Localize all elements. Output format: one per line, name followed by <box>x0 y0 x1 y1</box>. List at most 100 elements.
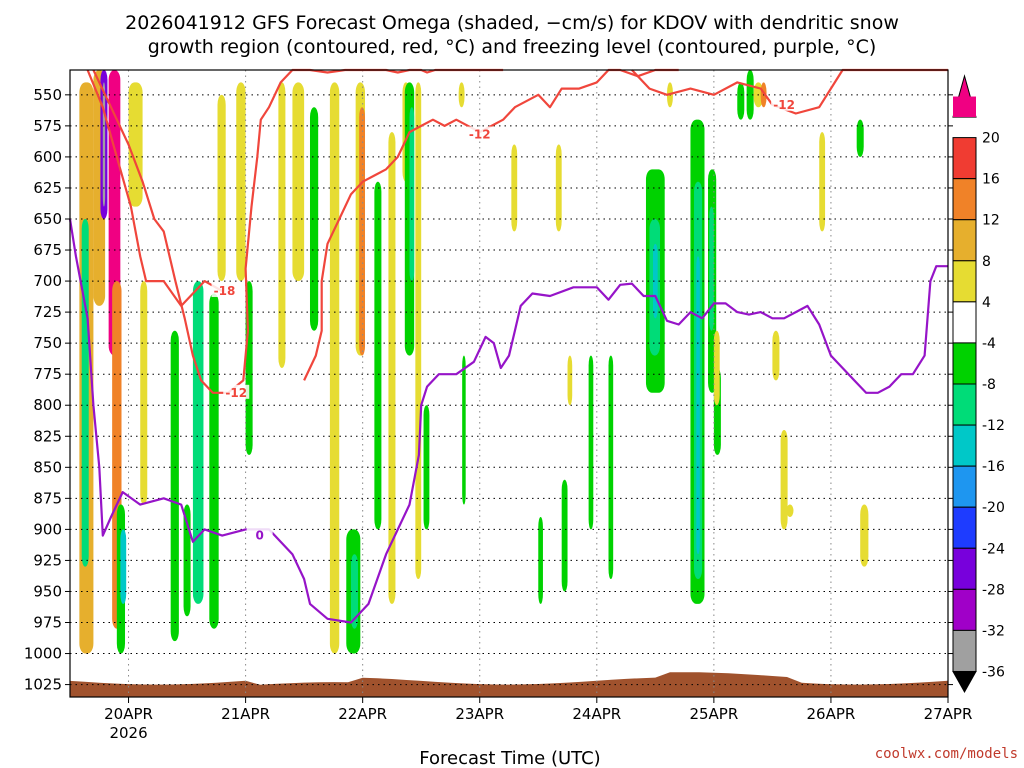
omega-cell-26 <box>374 181 382 530</box>
omega-cell-34 <box>462 355 466 505</box>
freezing-contour-label-0: 0 <box>255 529 263 543</box>
y-tick-label-16: 950 <box>33 582 62 600</box>
omega-cell-10 <box>140 281 148 505</box>
dgz-contour-line-0 <box>86 69 223 307</box>
colorbar-bin-9 <box>952 465 977 508</box>
y-tick-label-3: 625 <box>33 179 62 197</box>
omega-cell-27 <box>388 132 396 604</box>
y-tick-label-11: 825 <box>33 427 62 445</box>
colorbar-bin-7 <box>952 383 977 426</box>
terrain-fill <box>70 672 948 697</box>
x-tick-label-1: 21APR <box>221 705 270 723</box>
omega-cell-52 <box>713 330 720 406</box>
dgz-contour-label-0: -18 <box>214 284 236 298</box>
omega-cell-11 <box>170 330 179 642</box>
dgz-contour-label-bg-3 <box>771 96 798 111</box>
colorbar-bin-2 <box>952 178 977 221</box>
y-tick-label-10: 800 <box>33 396 62 414</box>
omega-cell-62 <box>860 504 869 567</box>
y-tick-label-17: 975 <box>33 614 62 632</box>
omega-cell-13 <box>192 281 204 604</box>
colorbar-bin-5 <box>952 301 977 344</box>
dgz-contour-label-2: -12 <box>469 128 491 142</box>
omega-cell-57 <box>772 330 780 381</box>
y-tick-label-5: 675 <box>33 241 62 259</box>
omega-cell-38 <box>561 479 568 592</box>
colorbar-bin-0 <box>953 96 976 118</box>
omega-cell-18 <box>278 82 286 368</box>
y-tick-label-0: 550 <box>33 86 62 104</box>
omega-cell-54 <box>746 70 754 120</box>
omega-cell-20 <box>309 107 319 331</box>
omega-cell-9 <box>128 82 143 207</box>
omega-shading-layer <box>79 70 869 654</box>
freezing-contour-line-0 <box>68 218 948 624</box>
omega-cell-30 <box>409 107 415 282</box>
x-tick-label-2: 22APR <box>338 705 387 723</box>
omega-cell-36 <box>555 144 562 232</box>
colorbar-label-13: -36 <box>982 664 1005 680</box>
colorbar-bin-1 <box>952 137 977 180</box>
dgz-contour-label-bg-1 <box>223 384 250 399</box>
omega-cell-60 <box>819 132 826 232</box>
colorbar-label-0: 20 <box>982 131 1000 147</box>
omega-cell-8 <box>120 529 127 604</box>
y-tick-label-9: 775 <box>33 365 62 383</box>
colorbar-label-5: -4 <box>982 336 996 352</box>
colorbar-bottom-arrow <box>952 670 977 694</box>
colorbar-label-12: -32 <box>982 623 1005 639</box>
y-tick-label-2: 600 <box>33 148 62 166</box>
colorbar: 20 16 12 8 4 -4 -8 -12 -16 -20 -24 -28 -32 -36 <box>952 74 1005 694</box>
y-tick-label-18: 1000 <box>24 645 62 663</box>
omega-cell-40 <box>588 355 594 530</box>
y-tick-label-15: 925 <box>33 551 62 569</box>
x-tick-label-6: 26APR <box>807 705 856 723</box>
omega-cell-1 <box>81 218 89 567</box>
freezing-contour-label-bg-0 <box>246 527 273 542</box>
colorbar-bin-13 <box>952 629 977 672</box>
omega-cell-25 <box>350 554 358 629</box>
colorbar-label-10: -24 <box>982 541 1005 557</box>
omega-cell-61 <box>856 119 864 157</box>
credit-text: coolwx.com/models <box>875 746 1018 762</box>
y-tick-label-13: 875 <box>33 489 62 507</box>
colorbar-bin-6 <box>952 342 977 385</box>
dgz-contour-label-bg-2 <box>466 126 493 141</box>
omega-cell-31 <box>415 82 422 580</box>
omega-cell-59 <box>786 504 794 517</box>
plot-frame <box>69 69 949 698</box>
colorbar-bin-10 <box>952 506 977 549</box>
colorbar-label-3: 8 <box>982 254 991 270</box>
plot-area: -18 -12 -12 -12 0 <box>68 68 949 698</box>
omega-cell-35 <box>511 144 518 232</box>
colorbar-label-4: 4 <box>982 295 991 311</box>
omega-cell-50 <box>709 206 714 331</box>
y-axis-ticks: 550 575 600 625 650 675 700 725 750 775 800 825 850 8… <box>24 86 953 694</box>
chart-title-line2: growth region (contoured, red, °C) and f… <box>148 36 877 58</box>
colorbar-bin-11 <box>952 547 977 590</box>
dgz-contour-label-3: -12 <box>773 98 795 112</box>
x-tick-label-4: 24APR <box>572 705 621 723</box>
colorbar-label-2: 12 <box>982 213 1000 229</box>
omega-cell-39 <box>567 355 573 406</box>
colorbar-bin-12 <box>952 588 977 631</box>
omega-cell-14 <box>209 293 219 629</box>
omega-cell-21 <box>329 82 340 654</box>
colorbar-label-9: -20 <box>982 500 1005 516</box>
omega-cell-37 <box>538 516 543 604</box>
y-tick-label-19: 1025 <box>24 676 62 694</box>
colorbar-bin-3 <box>952 219 977 262</box>
x-tick-label-5: 25APR <box>689 705 738 723</box>
colorbar-label-6: -8 <box>982 377 996 393</box>
freezing-level-layer: 0 <box>68 218 948 624</box>
omega-cell-58 <box>780 430 788 530</box>
colorbar-label-11: -28 <box>982 582 1005 598</box>
colorbar-bin-4 <box>952 260 977 303</box>
omega-cell-15 <box>217 94 226 282</box>
dgz-contour-label-1: -12 <box>225 386 247 400</box>
x-axis-label: Forecast Time (UTC) <box>419 748 600 768</box>
colorbar-label-7: -12 <box>982 418 1005 434</box>
y-tick-label-12: 850 <box>33 458 62 476</box>
